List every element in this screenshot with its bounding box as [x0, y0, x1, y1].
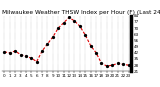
Point [122, 64, 124, 65]
Point [106, 65, 108, 67]
Point [14, 50, 16, 52]
Point [46, 43, 49, 45]
Point [73, 20, 76, 22]
Point [30, 57, 33, 59]
Point [35, 61, 38, 62]
Point [62, 22, 65, 23]
Point [52, 36, 54, 38]
Point [8, 52, 11, 54]
Point [25, 56, 27, 57]
Point [127, 64, 130, 66]
Point [41, 50, 43, 52]
Point [116, 63, 119, 64]
Point [89, 45, 92, 46]
Point [57, 27, 60, 29]
Point [3, 51, 6, 53]
Point [95, 52, 97, 54]
Point [19, 54, 22, 55]
Point [111, 64, 114, 66]
Point [68, 17, 70, 18]
Point [79, 26, 81, 27]
Point [84, 34, 87, 36]
Text: Milwaukee Weather THSW Index per Hour (F) (Last 24 Hours): Milwaukee Weather THSW Index per Hour (F… [2, 10, 160, 15]
Point [100, 63, 103, 64]
